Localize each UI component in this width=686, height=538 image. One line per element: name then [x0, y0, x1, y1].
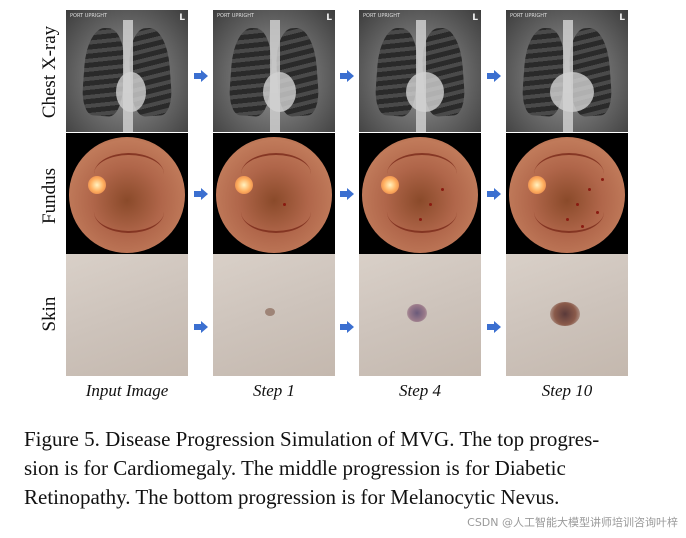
arrow-right-icon: [340, 70, 354, 82]
skin-step-4: [359, 254, 481, 376]
xray-marker: L: [472, 13, 478, 23]
skin-step-1: [213, 254, 335, 376]
fundus-step-1: [213, 133, 335, 255]
xray-marker: L: [179, 13, 185, 23]
xray-step-10: PORT UPRIGHT L: [506, 10, 628, 132]
row-label-skin: Skin: [39, 296, 60, 332]
arrow-right-icon: [487, 188, 501, 200]
watermark-credit: CSDN @人工智能大模型讲师培训咨询叶梓: [467, 516, 678, 529]
xray-tag: PORT UPRIGHT: [510, 13, 548, 19]
arrow-right-icon: [487, 321, 501, 333]
row-label-chest-xray: Chest X-ray: [39, 25, 60, 119]
arrow-right-icon: [194, 188, 208, 200]
fundus-input-image: [66, 133, 188, 255]
column-label-input-image: Input Image: [85, 381, 169, 400]
fundus-step-4: [359, 133, 481, 255]
xray-input-image: PORT UPRIGHT L: [66, 10, 188, 132]
caption-line: sion is for Cardiomegaly. The middle pro…: [24, 456, 566, 480]
xray-step-4: PORT UPRIGHT L: [359, 10, 481, 132]
fundus-step-10: [506, 133, 628, 255]
xray-marker: L: [619, 13, 625, 23]
xray-tag: PORT UPRIGHT: [363, 13, 401, 19]
skin-step-10: [506, 254, 628, 376]
xray-marker: L: [326, 13, 332, 23]
column-label-step-10: Step 10: [541, 381, 593, 400]
arrow-right-icon: [340, 321, 354, 333]
skin-input-image: [66, 254, 188, 376]
column-label-step-4: Step 4: [398, 381, 442, 400]
xray-tag: PORT UPRIGHT: [217, 13, 255, 19]
arrow-right-icon: [194, 70, 208, 82]
caption-line: Retinopathy. The bottom progression is f…: [24, 485, 560, 509]
xray-step-1: PORT UPRIGHT L: [213, 10, 335, 132]
arrow-right-icon: [340, 188, 354, 200]
arrow-right-icon: [194, 321, 208, 333]
caption-line: Figure 5. Disease Progression Simulation…: [24, 427, 600, 451]
figure-caption: Figure 5. Disease Progression Simulation…: [24, 425, 664, 512]
row-label-fundus: Fundus: [39, 168, 60, 224]
xray-tag: PORT UPRIGHT: [70, 13, 108, 19]
column-label-step-1: Step 1: [252, 381, 296, 400]
arrow-right-icon: [487, 70, 501, 82]
